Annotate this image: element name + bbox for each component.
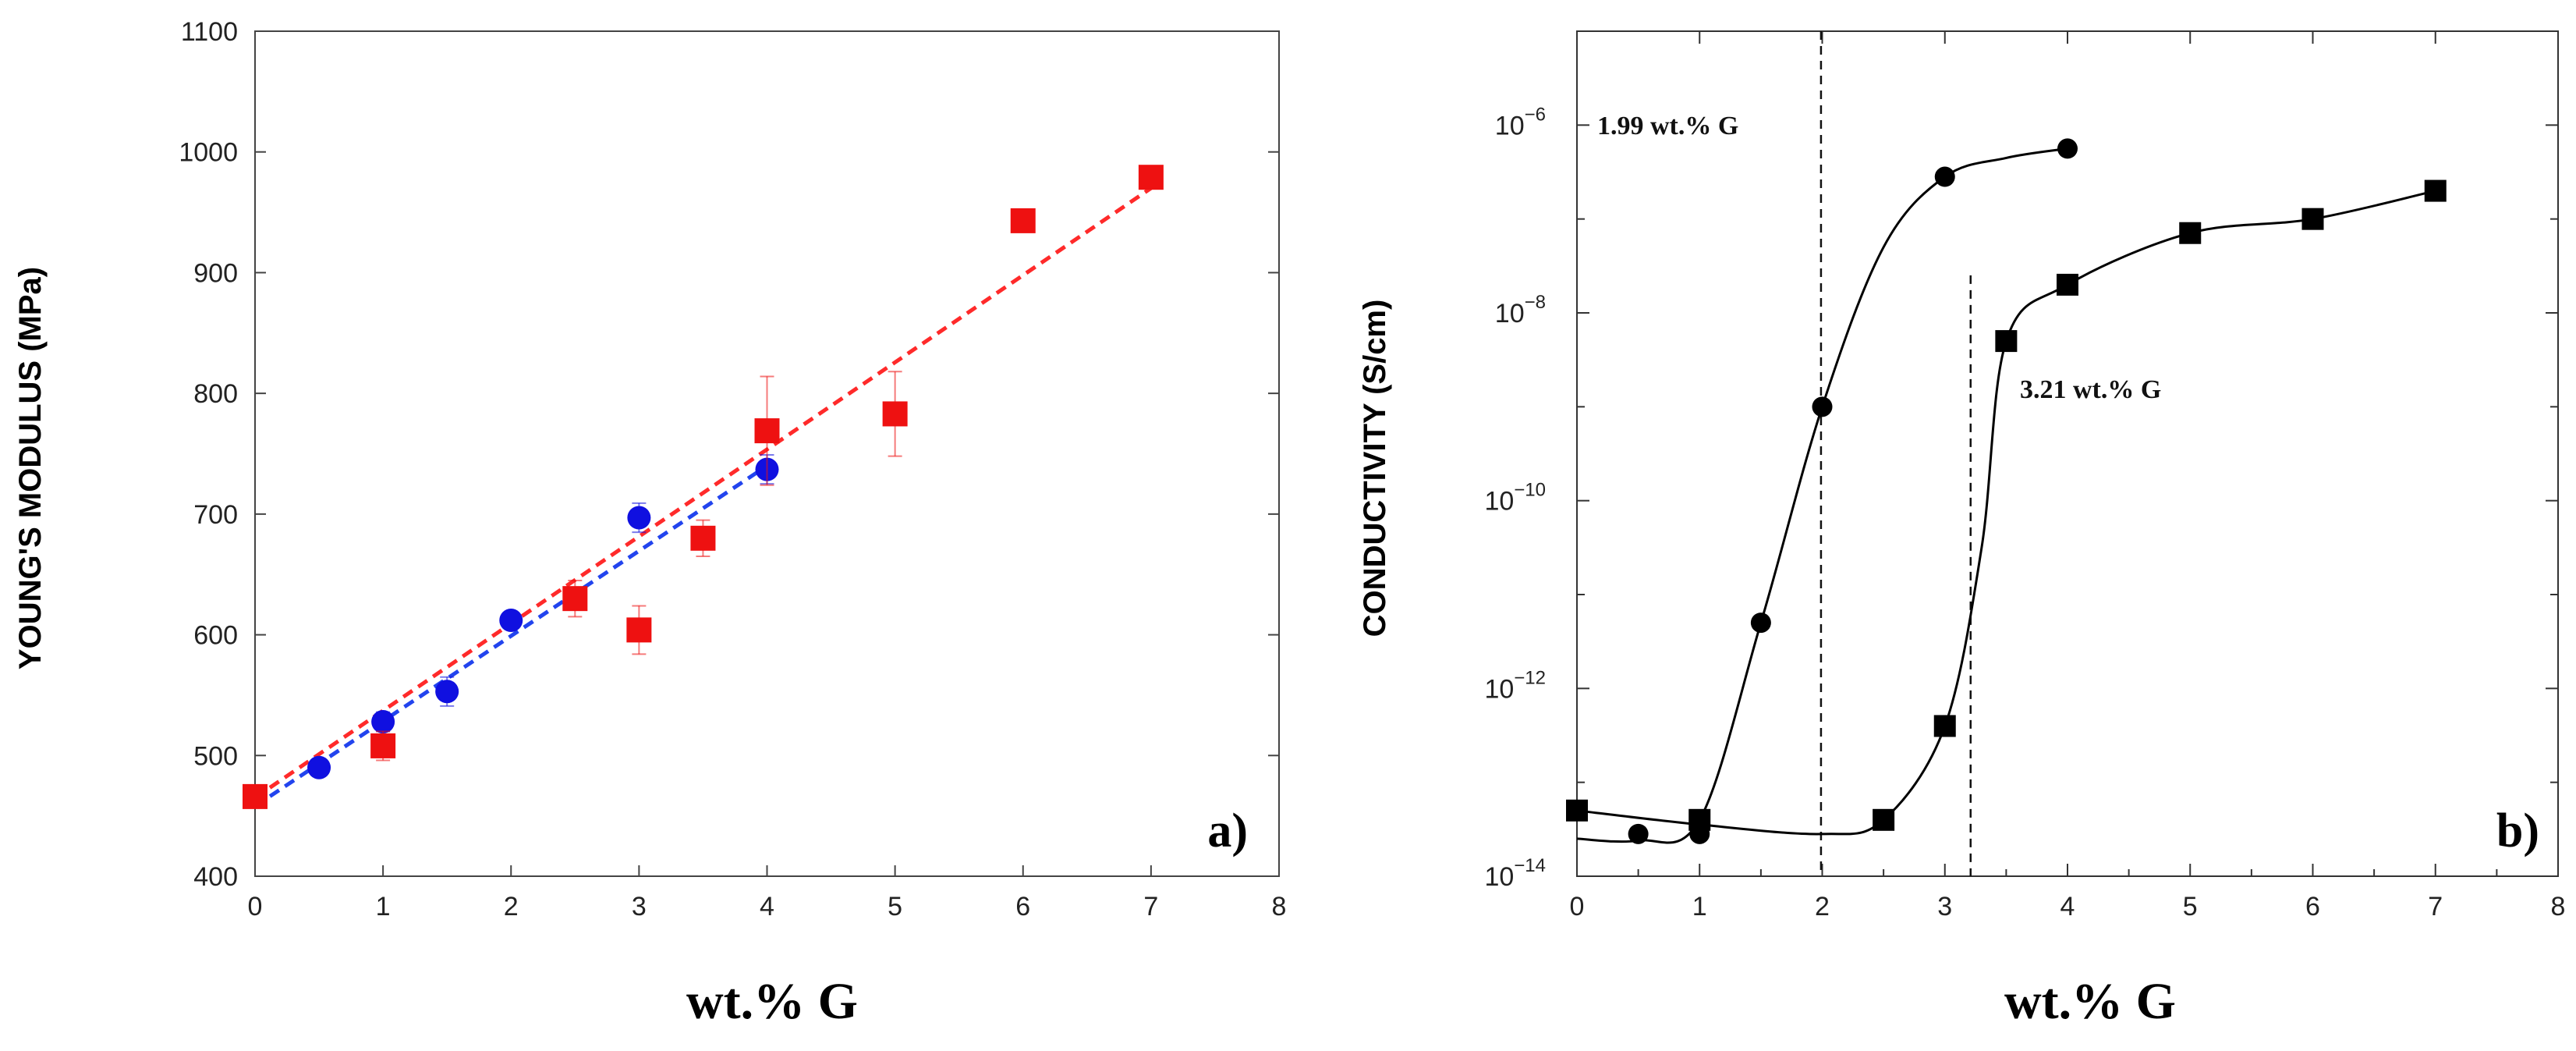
panel-b-y-tick-label: 10−12 <box>1484 667 1546 704</box>
panel-b-annotation-2: 3.21 wt.% G <box>2020 375 2161 404</box>
panel-b-threshold-lines <box>1819 31 1972 876</box>
panel-b-y-axis-label: CONDUCTIVITY (S/cm) <box>1358 300 1392 637</box>
panel-a-y-tick-label: 1100 <box>181 17 238 47</box>
panel-b-circle-point <box>1812 396 1833 417</box>
panel-a-y-axis-label: YOUNG'S MODULUS (MPa) <box>13 267 48 669</box>
panel-b-square-point <box>1933 715 1956 737</box>
panel-b-circle-point <box>1934 166 1955 187</box>
panel-a-y-tick-label: 600 <box>193 621 238 651</box>
panel-a-x-tick-label: 2 <box>504 892 519 921</box>
panel-b-square-point <box>1873 808 1895 831</box>
panel-b-fit-curves <box>1576 147 2436 844</box>
panel-b-square-point <box>2057 273 2078 296</box>
panel-b-y-tick-exponent: −14 <box>1514 855 1546 876</box>
panel-a-blue-circle-point <box>435 680 459 704</box>
panel-b-annotation-1: 1.99 wt.% G <box>1597 112 1738 140</box>
panel-a-x-tick-label: 8 <box>1272 892 1287 921</box>
panel-a-youngs-modulus: 0 1 2 3 4 5 6 7 8 400 500 600 700 800 900 1000 1100 a) w… <box>13 17 1286 1030</box>
panel-a-data-points <box>243 165 1164 809</box>
panel-b-square-point <box>1566 799 1588 822</box>
panel-b-square-point <box>2179 222 2202 244</box>
panel-a-red-square-point <box>243 783 268 809</box>
panel-b-conductivity: 0 1 2 3 4 5 6 7 8 10−6 10−8 10−10 10−12 10−14 1.99 wt… <box>1358 30 2566 1030</box>
panel-a-x-tick-label: 7 <box>1143 892 1158 921</box>
panel-a-x-axis-label: wt.% G <box>686 973 858 1030</box>
panel-b-axes: 0 1 2 3 4 5 6 7 8 10−6 10−8 10−10 10−12 10−14 <box>1484 30 2566 921</box>
panel-a-x-tick-label: 4 <box>760 892 774 921</box>
panel-b-y-tick-label: 10−14 <box>1484 855 1546 892</box>
panel-a-fit-line-blue <box>253 463 768 808</box>
panel-b-square-point <box>2301 208 2324 230</box>
panel-b-data-points <box>1566 138 2447 844</box>
panel-b-fit-curve-square <box>1576 190 2436 836</box>
panel-a-axes: 0 1 2 3 4 5 6 7 8 400 500 600 700 800 900 1000 1100 <box>179 17 1286 921</box>
panel-b-square-point <box>1688 808 1711 831</box>
panel-b-x-tick-label: 7 <box>2428 892 2443 921</box>
panel-b-x-tick-label: 1 <box>1692 892 1707 921</box>
panel-a-red-square-point <box>562 586 588 612</box>
panel-b-circle-point <box>1628 823 1649 844</box>
panel-a-y-tick-label: 500 <box>193 741 238 771</box>
panel-a-blue-circle-point <box>499 609 523 633</box>
panel-a-red-square-point <box>1010 208 1036 233</box>
panel-a-x-tick-label: 6 <box>1015 892 1030 921</box>
panel-b-y-tick-label: 10−8 <box>1495 292 1546 328</box>
panel-a-blue-circle-point <box>307 755 331 779</box>
panel-b-y-tick-label: 10−6 <box>1495 104 1546 140</box>
panel-b-fit-curve-circle <box>1576 147 2068 844</box>
panel-a-red-square-point <box>754 418 780 444</box>
panel-a-red-square-point <box>882 401 908 427</box>
panel-b-circle-point <box>1750 612 1771 634</box>
panel-a-y-tick-label: 900 <box>193 258 238 288</box>
panel-b-x-tick-label: 5 <box>2183 892 2198 921</box>
panel-b-label: b) <box>2496 804 2539 857</box>
panel-a-blue-circle-point <box>627 506 651 530</box>
panel-a-red-square-point <box>690 525 716 551</box>
panel-a-x-tick-label: 5 <box>888 892 902 921</box>
panel-b-x-tick-label: 3 <box>1937 892 1952 921</box>
panel-b-x-tick-label: 4 <box>2060 892 2075 921</box>
panel-a-fit-line-red <box>253 186 1153 800</box>
panel-a-x-tick-label: 3 <box>632 892 647 921</box>
panel-a-red-square-point <box>1138 165 1164 190</box>
panel-b-y-tick-label: 10−10 <box>1484 480 1546 517</box>
panel-b-y-tick-exponent: −10 <box>1514 480 1546 501</box>
panel-a-y-tick-label: 400 <box>193 862 238 892</box>
panel-b-x-tick-label: 0 <box>1570 892 1585 921</box>
panel-a-label: a) <box>1207 804 1248 857</box>
panel-b-x-tick-label: 6 <box>2305 892 2320 921</box>
panel-a-x-tick-label: 1 <box>376 892 391 921</box>
panel-b-x-axis-label: wt.% G <box>2004 973 2176 1030</box>
panel-a-y-tick-label: 1000 <box>179 138 238 168</box>
panel-b-y-tick-exponent: −8 <box>1525 292 1546 313</box>
panel-b-x-tick-label: 2 <box>1815 892 1830 921</box>
panel-a-red-square-point <box>626 617 652 643</box>
panel-a-red-square-point <box>370 733 396 758</box>
panel-b-y-tick-exponent: −6 <box>1525 104 1546 125</box>
panel-b-y-tick-exponent: −12 <box>1514 667 1546 688</box>
panel-a-fit-lines <box>253 186 1153 808</box>
panel-a-x-tick-label: 0 <box>248 892 263 921</box>
panel-b-square-point <box>2424 179 2447 202</box>
panel-a-y-tick-label: 700 <box>193 500 238 530</box>
panel-b-circle-point <box>2057 138 2078 159</box>
panel-a-blue-circle-point <box>371 709 395 733</box>
panel-b-square-point <box>1995 330 2018 353</box>
panel-a-y-tick-label: 800 <box>193 379 238 409</box>
panel-b-x-tick-label: 8 <box>2551 892 2566 921</box>
